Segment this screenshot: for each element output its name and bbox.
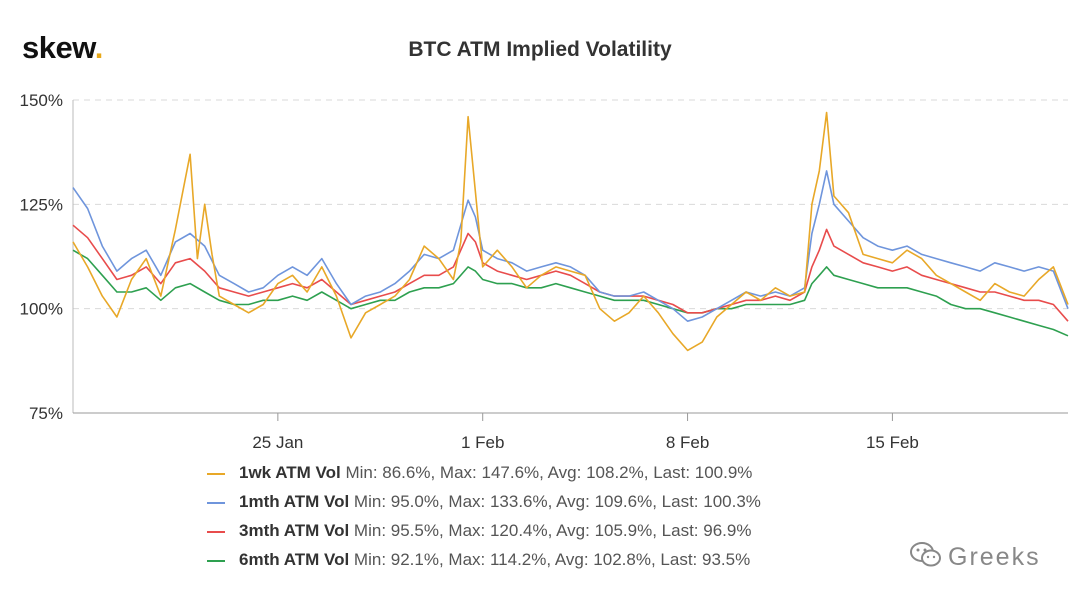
series-line-6mth <box>72 249 1069 337</box>
y-tick-label: 125% <box>20 195 63 214</box>
legend-stats-1wk: Min: 86.6%, Max: 147.6%, Avg: 108.2%, La… <box>345 463 753 482</box>
line-chart: 75% 100% 125% 150% 25 Jan 1 Feb 8 Feb 15 Feb <box>20 91 1069 452</box>
gridlines <box>73 99 1068 310</box>
x-tick-label: 15 Feb <box>866 433 919 452</box>
x-tick-label: 8 Feb <box>666 433 709 452</box>
chart-title: BTC ATM Implied Volatility <box>408 38 672 61</box>
y-tick-label: 75% <box>29 404 63 423</box>
legend-name-3mth: 3mth ATM Vol <box>239 521 350 540</box>
legend-stats-1mth: Min: 95.0%, Max: 133.6%, Avg: 109.6%, La… <box>353 492 761 511</box>
legend-swatch-1wk <box>207 472 225 475</box>
legend-swatch-1mth <box>207 501 225 504</box>
series-lines <box>72 111 1069 352</box>
skew-logo: skew. <box>22 30 103 66</box>
x-tick-label: 1 Feb <box>461 433 504 452</box>
legend-name-1mth: 1mth ATM Vol <box>239 492 350 511</box>
brand-name: skew <box>22 30 95 65</box>
wechat-icon <box>908 540 944 577</box>
y-axis: 75% 100% 125% 150% <box>20 91 74 423</box>
watermark: Greeks <box>908 540 1041 577</box>
legend-item-1mth[interactable]: 1mth ATM Vol Min: 95.0%, Max: 133.6%, Av… <box>207 487 761 516</box>
series-line-1mth <box>72 170 1069 322</box>
watermark-text: Greeks <box>948 543 1041 572</box>
legend-item-1wk[interactable]: 1wk ATM Vol Min: 86.6%, Max: 147.6%, Avg… <box>207 458 761 487</box>
series-line-3mth <box>72 224 1069 322</box>
legend-name-1wk: 1wk ATM Vol <box>239 463 341 482</box>
legend-stats-3mth: Min: 95.5%, Max: 120.4%, Avg: 105.9%, La… <box>353 521 752 540</box>
series-line-1wk <box>72 111 1069 352</box>
x-axis: 25 Jan 1 Feb 8 Feb 15 Feb <box>73 412 1068 452</box>
legend-item-3mth[interactable]: 3mth ATM Vol Min: 95.5%, Max: 120.4%, Av… <box>207 516 761 545</box>
brand-dot: . <box>94 30 104 65</box>
legend-swatch-6mth <box>207 559 225 562</box>
legend-stats-6mth: Min: 92.1%, Max: 114.2%, Avg: 102.8%, La… <box>353 550 751 569</box>
legend-swatch-3mth <box>207 530 225 533</box>
y-tick-label: 150% <box>20 91 63 110</box>
chart-legend: 1wk ATM Vol Min: 86.6%, Max: 147.6%, Avg… <box>207 458 761 574</box>
legend-item-6mth[interactable]: 6mth ATM Vol Min: 92.1%, Max: 114.2%, Av… <box>207 545 761 574</box>
x-tick-label: 25 Jan <box>252 433 303 452</box>
y-tick-label: 100% <box>20 300 63 319</box>
legend-name-6mth: 6mth ATM Vol <box>239 550 350 569</box>
